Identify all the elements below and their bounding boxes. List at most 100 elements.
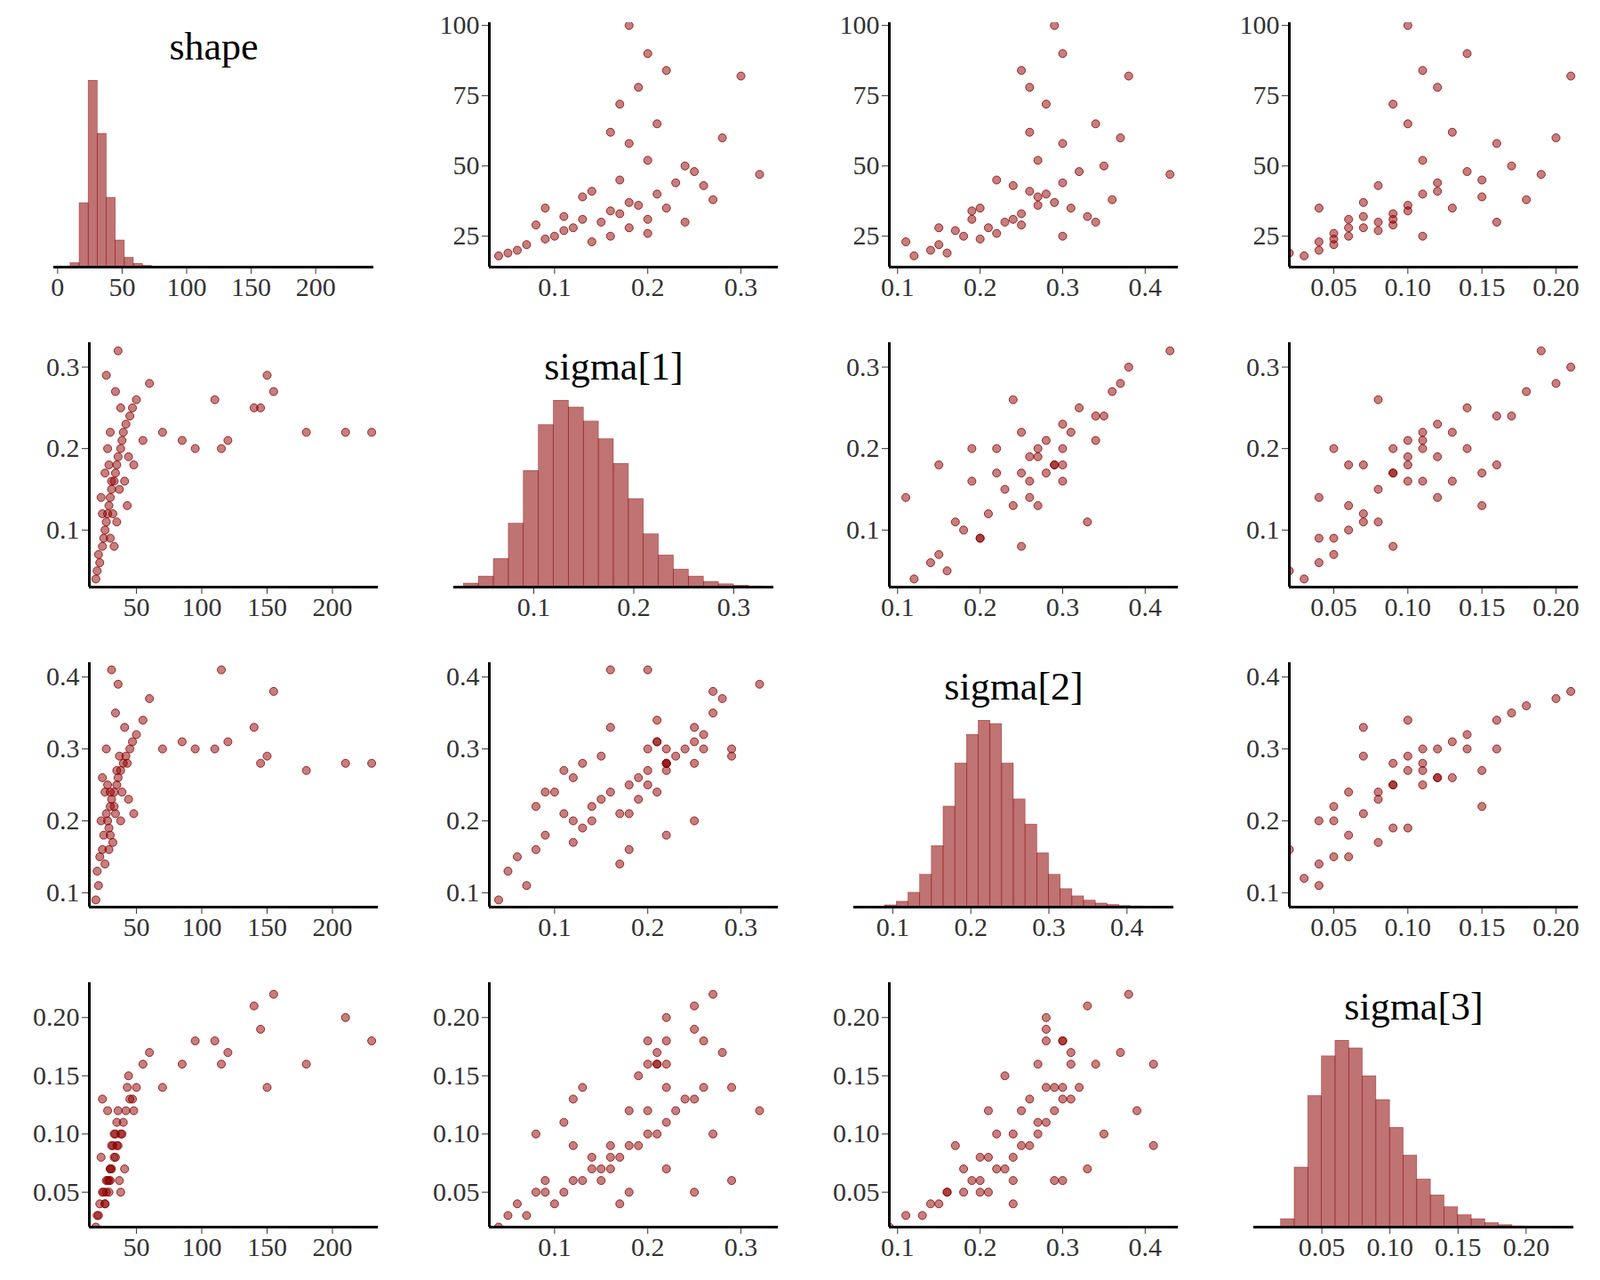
svg-text:100: 100: [1240, 9, 1280, 40]
svg-text:50: 50: [453, 150, 480, 180]
svg-text:0.3: 0.3: [46, 352, 80, 382]
svg-text:0.10: 0.10: [832, 1118, 880, 1148]
svg-text:0.2: 0.2: [963, 1232, 998, 1262]
svg-text:200: 200: [312, 592, 353, 622]
svg-text:0.05: 0.05: [1298, 1232, 1346, 1262]
svg-text:0.10: 0.10: [32, 1118, 80, 1148]
svg-text:0.20: 0.20: [1532, 272, 1580, 302]
svg-text:shape: shape: [168, 24, 258, 69]
svg-text:0.1: 0.1: [1246, 514, 1280, 544]
svg-text:0.4: 0.4: [46, 661, 80, 691]
svg-text:0.2: 0.2: [1246, 432, 1280, 463]
svg-text:0.3: 0.3: [1046, 1232, 1080, 1262]
svg-text:200: 200: [296, 272, 336, 302]
svg-text:0.3: 0.3: [1246, 733, 1280, 763]
svg-text:0.4: 0.4: [1110, 912, 1144, 942]
svg-text:0.10: 0.10: [1384, 272, 1432, 302]
svg-text:0.1: 0.1: [880, 272, 914, 302]
svg-text:50: 50: [122, 1232, 150, 1262]
svg-text:50: 50: [1253, 150, 1280, 180]
svg-text:0.2: 0.2: [446, 805, 480, 835]
svg-text:100: 100: [167, 272, 208, 302]
svg-text:0.1: 0.1: [876, 912, 911, 942]
svg-text:0.2: 0.2: [631, 1232, 665, 1262]
svg-text:0.3: 0.3: [724, 1232, 759, 1262]
svg-text:25: 25: [453, 220, 480, 250]
svg-text:0: 0: [50, 272, 64, 302]
svg-text:0.1: 0.1: [537, 272, 572, 302]
svg-text:0.3: 0.3: [1246, 352, 1280, 382]
svg-text:0.1: 0.1: [537, 912, 572, 942]
svg-text:100: 100: [181, 1232, 222, 1262]
svg-text:25: 25: [1253, 220, 1280, 250]
svg-text:0.3: 0.3: [724, 912, 759, 942]
svg-text:0.15: 0.15: [432, 1060, 480, 1090]
svg-text:0.3: 0.3: [724, 272, 759, 302]
svg-text:0.3: 0.3: [446, 733, 480, 763]
svg-text:150: 150: [247, 912, 288, 942]
svg-text:sigma[2]: sigma[2]: [944, 664, 1083, 709]
svg-text:100: 100: [440, 9, 480, 40]
svg-text:0.10: 0.10: [1366, 1232, 1414, 1262]
svg-text:0.4: 0.4: [1128, 592, 1163, 622]
svg-text:150: 150: [247, 592, 288, 622]
svg-text:0.15: 0.15: [1458, 912, 1506, 942]
svg-text:0.4: 0.4: [446, 661, 480, 691]
svg-text:0.05: 0.05: [832, 1176, 880, 1207]
svg-text:0.1: 0.1: [880, 1232, 914, 1262]
svg-text:0.20: 0.20: [832, 1001, 880, 1032]
svg-text:0.2: 0.2: [616, 592, 651, 622]
svg-text:0.1: 0.1: [517, 592, 552, 622]
svg-text:sigma[1]: sigma[1]: [544, 344, 683, 389]
svg-text:0.10: 0.10: [432, 1118, 480, 1148]
svg-text:0.15: 0.15: [832, 1060, 880, 1090]
svg-text:0.2: 0.2: [46, 432, 80, 463]
svg-text:0.05: 0.05: [32, 1176, 80, 1207]
svg-text:0.05: 0.05: [1310, 912, 1358, 942]
svg-text:0.20: 0.20: [432, 1001, 480, 1032]
svg-text:75: 75: [453, 80, 480, 110]
svg-text:0.2: 0.2: [631, 912, 665, 942]
svg-text:0.05: 0.05: [432, 1176, 480, 1207]
svg-text:200: 200: [312, 912, 353, 942]
svg-text:0.3: 0.3: [1046, 272, 1080, 302]
svg-text:0.15: 0.15: [1434, 1232, 1482, 1262]
svg-text:0.15: 0.15: [1458, 592, 1506, 622]
svg-text:0.10: 0.10: [1384, 592, 1432, 622]
svg-text:0.4: 0.4: [1246, 661, 1280, 691]
svg-text:0.2: 0.2: [1246, 805, 1280, 835]
svg-text:0.1: 0.1: [1246, 877, 1280, 907]
svg-text:0.05: 0.05: [1310, 592, 1358, 622]
svg-text:50: 50: [108, 272, 136, 302]
svg-text:0.2: 0.2: [846, 432, 880, 463]
svg-text:0.15: 0.15: [1458, 272, 1506, 302]
svg-text:200: 200: [312, 1232, 353, 1262]
svg-text:0.20: 0.20: [32, 1001, 80, 1032]
svg-text:150: 150: [247, 1232, 288, 1262]
svg-text:0.3: 0.3: [846, 352, 880, 382]
svg-text:0.2: 0.2: [963, 272, 998, 302]
svg-text:0.3: 0.3: [717, 592, 752, 622]
svg-text:0.20: 0.20: [1532, 912, 1580, 942]
svg-text:0.3: 0.3: [1032, 912, 1066, 942]
svg-text:100: 100: [840, 9, 880, 40]
svg-text:0.4: 0.4: [1128, 1232, 1163, 1262]
svg-text:100: 100: [181, 912, 222, 942]
svg-text:0.2: 0.2: [46, 805, 80, 835]
svg-text:0.10: 0.10: [1384, 912, 1432, 942]
svg-text:50: 50: [853, 150, 880, 180]
svg-text:25: 25: [853, 220, 880, 250]
svg-text:0.05: 0.05: [1310, 272, 1358, 302]
svg-text:0.15: 0.15: [32, 1060, 80, 1090]
svg-text:75: 75: [1253, 80, 1280, 110]
svg-text:75: 75: [853, 80, 880, 110]
svg-text:0.20: 0.20: [1503, 1232, 1551, 1262]
svg-text:0.1: 0.1: [46, 877, 80, 907]
svg-text:50: 50: [122, 592, 150, 622]
svg-text:150: 150: [231, 272, 272, 302]
svg-text:50: 50: [122, 912, 150, 942]
svg-text:0.20: 0.20: [1532, 592, 1580, 622]
svg-text:0.1: 0.1: [846, 514, 880, 544]
svg-text:0.2: 0.2: [953, 912, 988, 942]
svg-text:100: 100: [181, 592, 222, 622]
